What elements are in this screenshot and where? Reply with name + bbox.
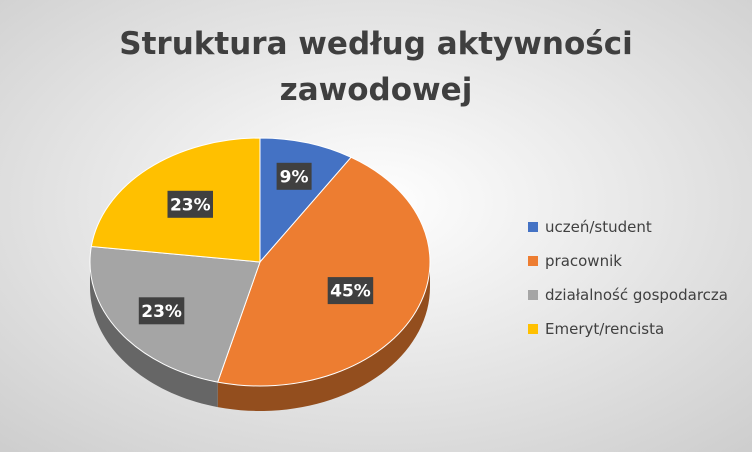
data-label-uczen-student: 9% — [280, 167, 309, 187]
pie-slices — [89, 137, 431, 411]
legend-swatch-uczen-student — [528, 222, 538, 232]
data-label-box-emeryt-rencista — [167, 190, 213, 218]
data-label-box-uczen-student — [276, 162, 312, 190]
legend-label-pracownik[interactable]: pracownik — [545, 252, 622, 270]
pie-side-pracownik — [217, 262, 430, 411]
data-label-pracownik: 45% — [330, 282, 371, 302]
data-label-box-pracownik — [327, 277, 374, 305]
data-label-emeryt-rencista: 23% — [170, 195, 211, 215]
pie-slice-pracownik[interactable] — [217, 156, 431, 387]
legend-swatch-dzialalnosc-gospodarcza — [528, 290, 538, 300]
data-label-dzialalnosc-gospodarcza: 23% — [141, 302, 182, 322]
legend-swatch-pracownik — [528, 256, 538, 266]
data-label-box-dzialalnosc-gospodarcza — [138, 297, 185, 325]
pie-side-dzialalnosc-gospodarcza — [90, 262, 218, 408]
chart-title-line-1: Struktura według aktywności — [119, 26, 632, 62]
legend-swatch-emeryt-rencista — [528, 324, 538, 334]
legend: uczeń/student pracownik działalność gospod… — [528, 218, 728, 338]
chart-title-line-2: zawodowej — [280, 72, 473, 108]
data-labels: 9% 45% 23% 23% — [138, 162, 374, 325]
legend-label-dzialalnosc-gospodarcza[interactable]: działalność gospodarcza — [545, 286, 728, 304]
legend-label-emeryt-rencista[interactable]: Emeryt/rencista — [545, 320, 664, 338]
legend-label-uczen-student[interactable]: uczeń/student — [545, 218, 652, 236]
